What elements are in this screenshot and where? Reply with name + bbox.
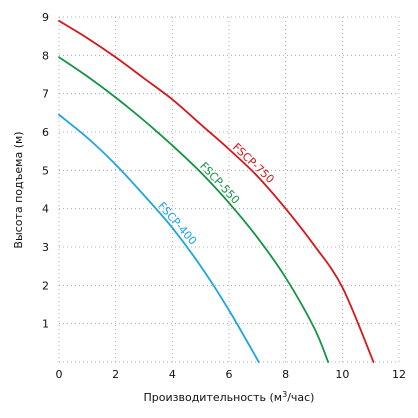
x-tick-label: 2: [112, 368, 119, 381]
x-tick-label: 10: [335, 368, 349, 381]
x-axis-ticks: 0 2 4 6 8 10 12: [56, 368, 407, 381]
y-tick-label: 8: [42, 49, 49, 62]
x-tick-label: 0: [56, 368, 63, 381]
y-tick-label: 6: [42, 126, 49, 139]
x-tick-label: 8: [282, 368, 289, 381]
series-lines: [58, 19, 375, 363]
series-label-fscp-400: FSCP-400: [155, 200, 199, 248]
x-tick-label: 12: [392, 368, 406, 381]
y-axis-ticks: 1 2 3 4 5 6 7 8 9: [42, 11, 49, 331]
series-label-fscp-550: FSCP-550: [197, 160, 242, 207]
y-tick-label: 5: [42, 164, 49, 177]
series-label-fscp-750: FSCP-750: [230, 141, 277, 186]
grid: [58, 16, 400, 363]
y-tick-label: 7: [42, 88, 49, 101]
y-tick-label: 4: [42, 203, 49, 216]
y-tick-label: 3: [42, 241, 49, 254]
series-line-fscp-550: [58, 56, 330, 363]
x-axis-label: Производительность (м3/час): [144, 390, 315, 404]
series-line-fscp-750: [58, 19, 375, 363]
y-tick-label: 1: [42, 318, 49, 331]
y-tick-label: 9: [42, 11, 49, 24]
x-tick-label: 4: [169, 368, 176, 381]
y-tick-label: 2: [42, 279, 49, 292]
series-line-fscp-400: [58, 113, 260, 363]
x-tick-label: 6: [226, 368, 233, 381]
y-axis-label: Высота подъема (м): [12, 131, 25, 248]
